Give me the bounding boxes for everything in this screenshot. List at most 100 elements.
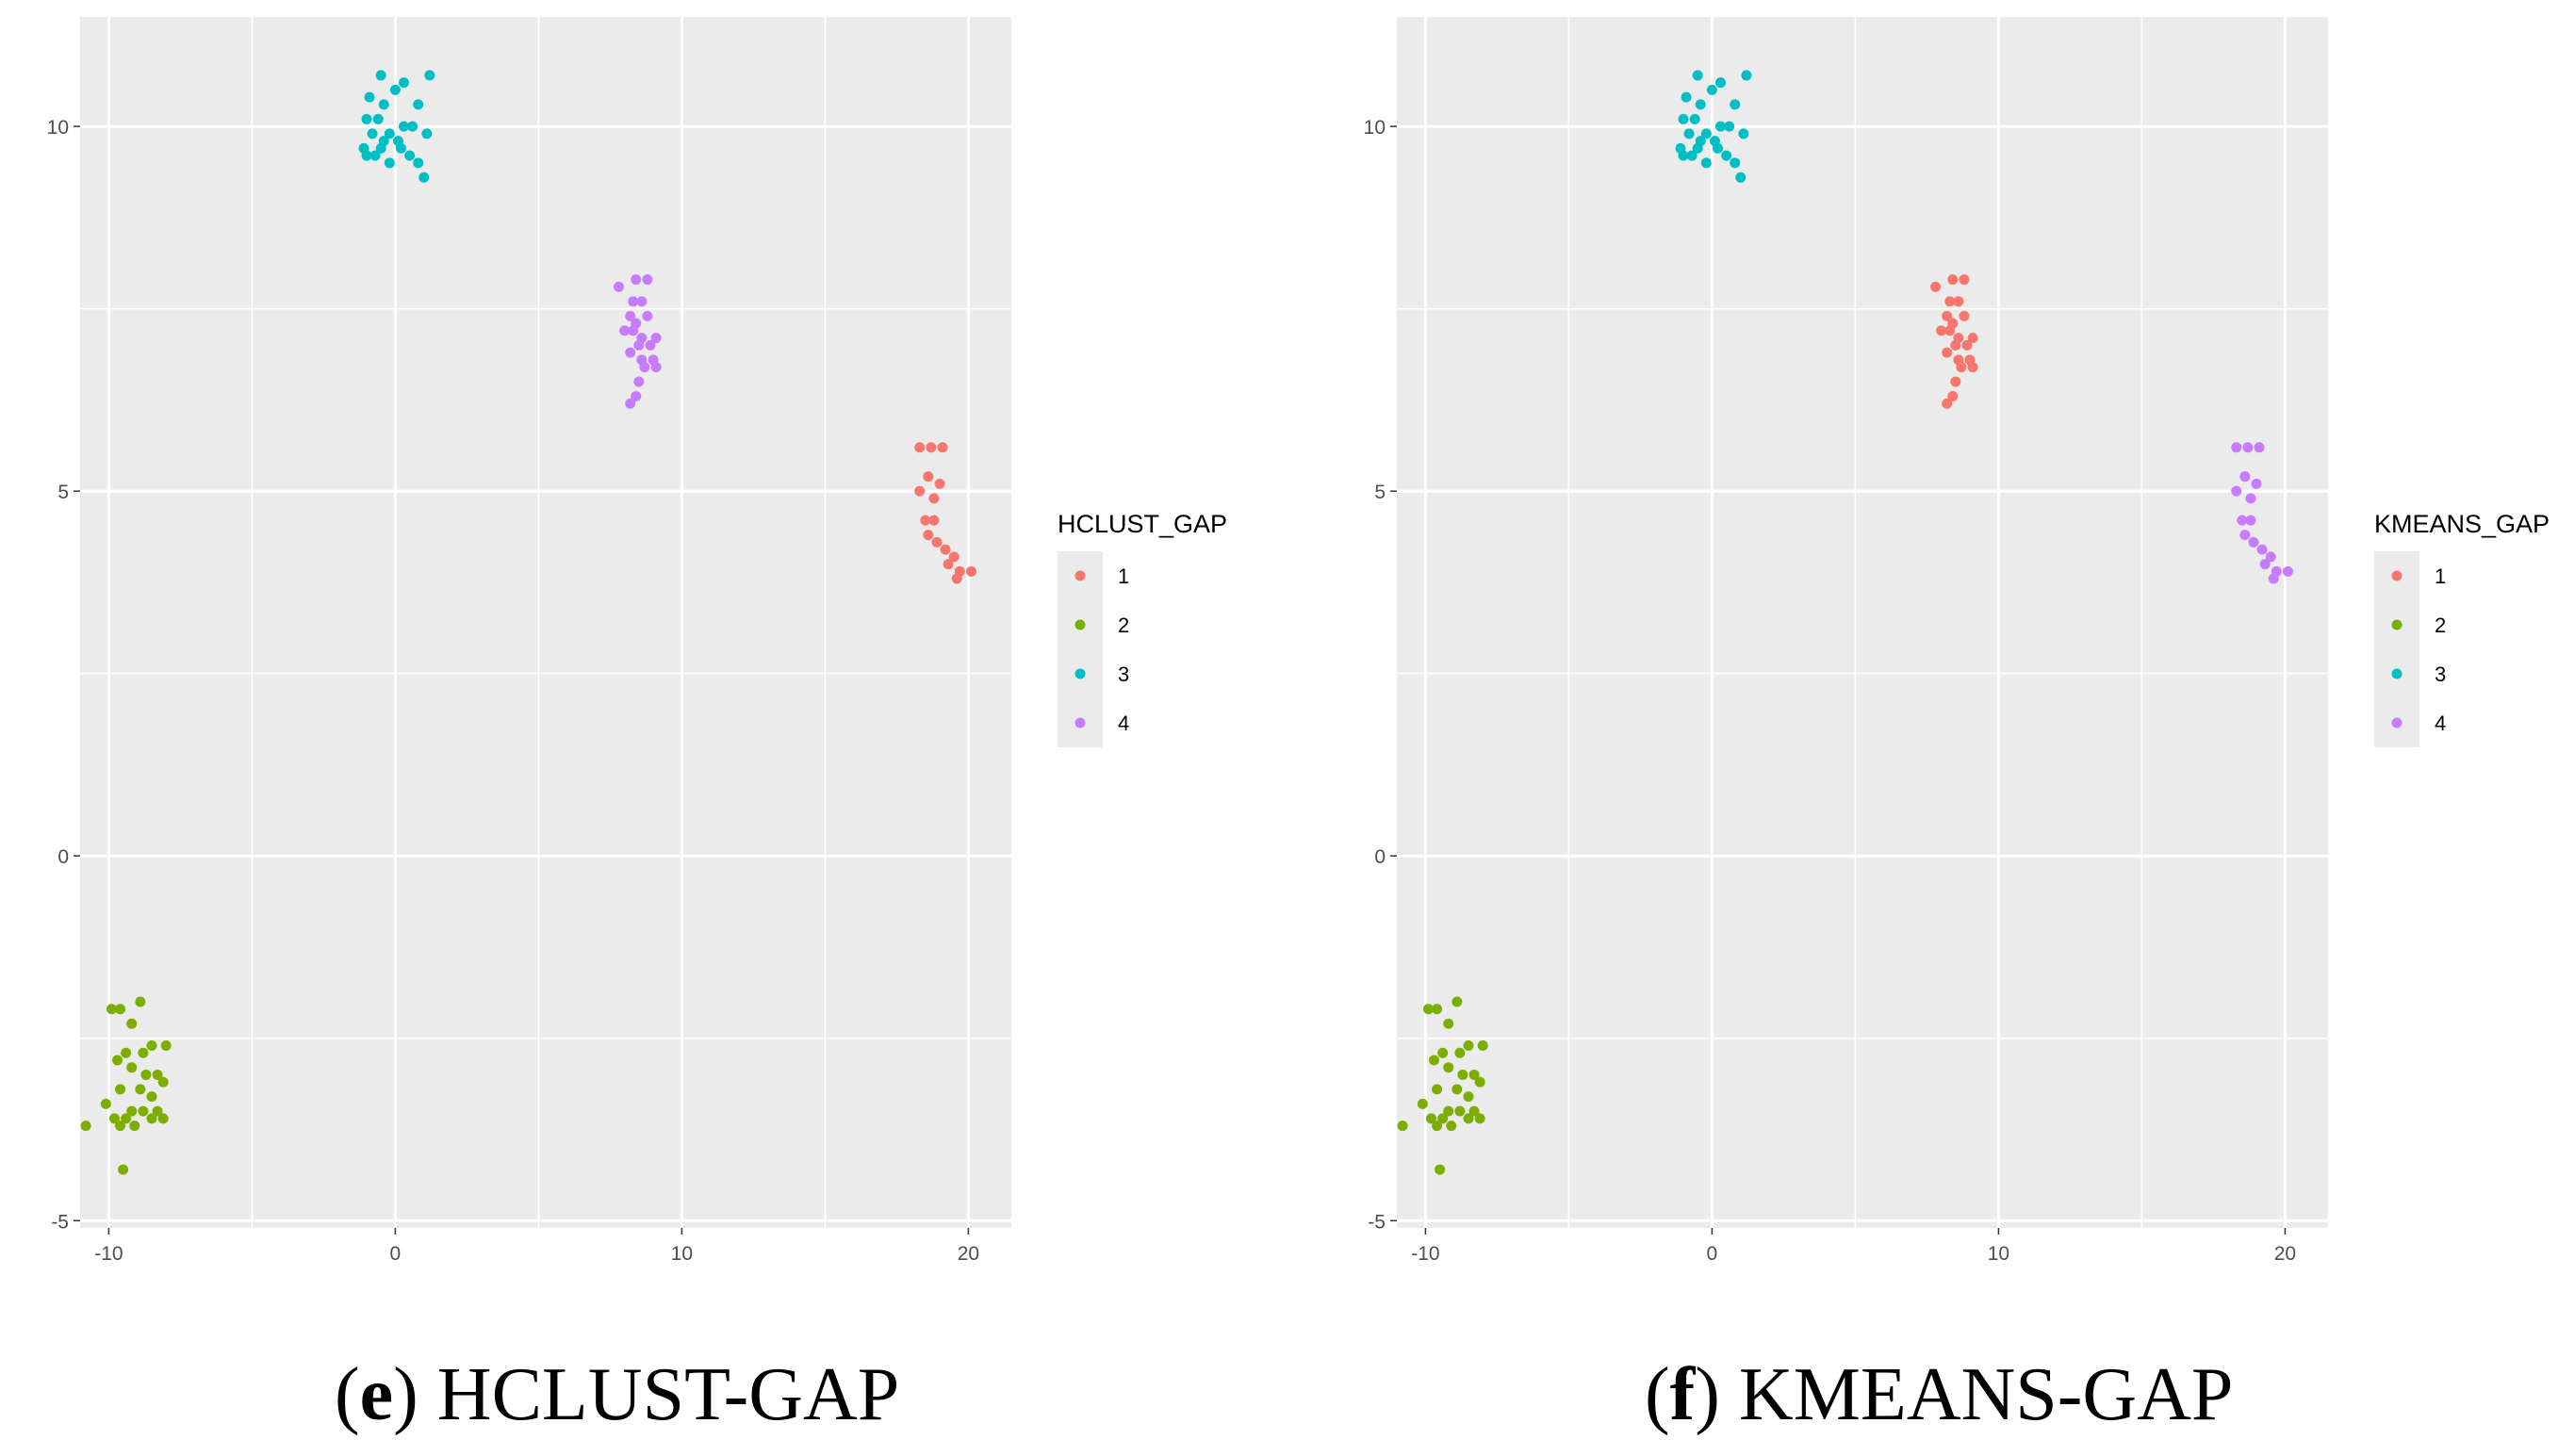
- data-point-cluster-2: [1437, 1113, 1449, 1124]
- legend-label-3: 3: [1118, 663, 1129, 686]
- data-point-cluster-3: [395, 142, 406, 154]
- data-point-cluster-2: [1452, 1084, 1463, 1095]
- data-point-cluster-2: [152, 1069, 163, 1080]
- data-point-cluster-3: [384, 128, 395, 139]
- data-point-cluster-1: [931, 536, 943, 548]
- data-point-cluster-3: [399, 121, 410, 132]
- data-point-cluster-2: [121, 1113, 132, 1124]
- data-point-cluster-4: [625, 398, 636, 409]
- plot-panel: [1397, 17, 2328, 1228]
- x-tick-label: 10: [1988, 1243, 2009, 1265]
- caption-letter: e: [359, 1353, 394, 1436]
- data-point-cluster-3: [375, 142, 386, 154]
- data-point-cluster-4: [639, 362, 650, 373]
- data-point-cluster-4: [2245, 493, 2256, 504]
- data-point-cluster-2: [118, 1164, 129, 1175]
- data-point-cluster-3: [1730, 99, 1741, 110]
- data-point-cluster-3: [407, 121, 418, 132]
- data-point-cluster-4: [2239, 530, 2251, 541]
- data-point-cluster-2: [146, 1113, 157, 1124]
- y-tick-label: -5: [51, 1211, 69, 1233]
- data-point-cluster-1: [1944, 325, 1956, 336]
- data-point-cluster-4: [633, 339, 645, 351]
- data-point-cluster-1: [1930, 281, 1942, 292]
- data-point-cluster-2: [126, 1105, 138, 1117]
- data-point-cluster-3: [367, 128, 378, 139]
- legend-key-1: [2391, 570, 2403, 581]
- data-point-cluster-2: [1446, 1121, 1457, 1132]
- y-tick-label: -5: [1368, 1211, 1386, 1233]
- data-point-cluster-4: [614, 281, 625, 292]
- data-point-cluster-2: [1474, 1113, 1485, 1124]
- data-point-cluster-4: [636, 296, 648, 307]
- legend-label-2: 2: [2435, 613, 2446, 637]
- data-point-cluster-1: [1942, 347, 1953, 358]
- data-point-cluster-2: [146, 1039, 157, 1051]
- data-point-cluster-2: [157, 1113, 169, 1124]
- caption-hclust-gap: (e) HCLUST-GAP: [335, 1353, 900, 1436]
- data-point-cluster-3: [1692, 70, 1703, 81]
- data-point-cluster-4: [2256, 544, 2268, 555]
- data-point-cluster-3: [375, 70, 386, 81]
- data-point-cluster-1: [923, 530, 934, 541]
- caption-letter: f: [1669, 1353, 1696, 1436]
- data-point-cluster-4: [2239, 471, 2251, 483]
- data-point-cluster-4: [642, 274, 653, 286]
- x-tick-label: -10: [94, 1243, 123, 1265]
- data-point-cluster-1: [1942, 398, 1953, 409]
- data-point-cluster-1: [934, 478, 945, 489]
- data-point-cluster-1: [1967, 333, 1978, 344]
- data-point-cluster-3: [384, 157, 395, 169]
- legend-key-2: [1074, 619, 1086, 630]
- data-point-cluster-1: [1947, 274, 1959, 286]
- data-point-cluster-2: [135, 996, 146, 1007]
- data-point-cluster-4: [2254, 442, 2265, 453]
- data-point-cluster-4: [2231, 442, 2242, 453]
- data-point-cluster-2: [1443, 1018, 1454, 1029]
- data-point-cluster-2: [126, 1062, 138, 1073]
- data-point-cluster-1: [1959, 274, 1970, 286]
- legend-key-3: [2391, 668, 2403, 679]
- data-point-cluster-1: [1942, 310, 1953, 321]
- data-point-cluster-2: [1454, 1105, 1466, 1117]
- data-point-cluster-4: [631, 274, 642, 286]
- data-point-cluster-3: [1738, 128, 1749, 139]
- data-point-cluster-1: [1959, 310, 1970, 321]
- data-point-cluster-1: [928, 493, 940, 504]
- data-point-cluster-4: [633, 376, 645, 387]
- data-point-cluster-1: [1944, 296, 1956, 307]
- data-point-cluster-3: [1721, 150, 1732, 161]
- data-point-cluster-2: [106, 1004, 117, 1015]
- data-point-cluster-4: [2231, 485, 2242, 497]
- data-point-cluster-2: [152, 1105, 163, 1117]
- data-point-cluster-2: [1429, 1055, 1440, 1066]
- data-point-cluster-3: [413, 99, 424, 110]
- data-point-cluster-2: [1432, 1004, 1443, 1015]
- data-point-cluster-2: [1477, 1039, 1488, 1051]
- data-point-cluster-3: [1700, 128, 1712, 139]
- caption-text: HCLUST-GAP: [436, 1353, 900, 1436]
- data-point-cluster-1: [1967, 362, 1978, 373]
- data-point-cluster-3: [364, 91, 375, 103]
- data-point-cluster-2: [1474, 1076, 1485, 1088]
- data-point-cluster-3: [369, 150, 381, 161]
- legend-key-4: [1074, 717, 1086, 728]
- data-point-cluster-3: [404, 150, 416, 161]
- data-point-cluster-3: [1700, 157, 1712, 169]
- data-point-cluster-2: [1443, 1105, 1454, 1117]
- data-point-cluster-2: [1435, 1164, 1446, 1175]
- data-point-cluster-3: [1686, 150, 1698, 161]
- x-tick-label: 0: [390, 1243, 402, 1265]
- data-point-cluster-2: [1432, 1084, 1443, 1095]
- data-point-cluster-3: [389, 84, 401, 95]
- data-point-cluster-3: [413, 157, 424, 169]
- data-point-cluster-4: [642, 310, 653, 321]
- data-point-cluster-2: [160, 1039, 172, 1051]
- legend-label-1: 1: [2435, 564, 2446, 588]
- data-point-cluster-3: [372, 113, 384, 124]
- data-point-cluster-4: [2282, 565, 2293, 577]
- data-point-cluster-1: [1947, 391, 1959, 402]
- data-point-cluster-2: [1452, 996, 1463, 1007]
- y-tick-label: 10: [1364, 117, 1386, 139]
- data-point-cluster-3: [1730, 157, 1741, 169]
